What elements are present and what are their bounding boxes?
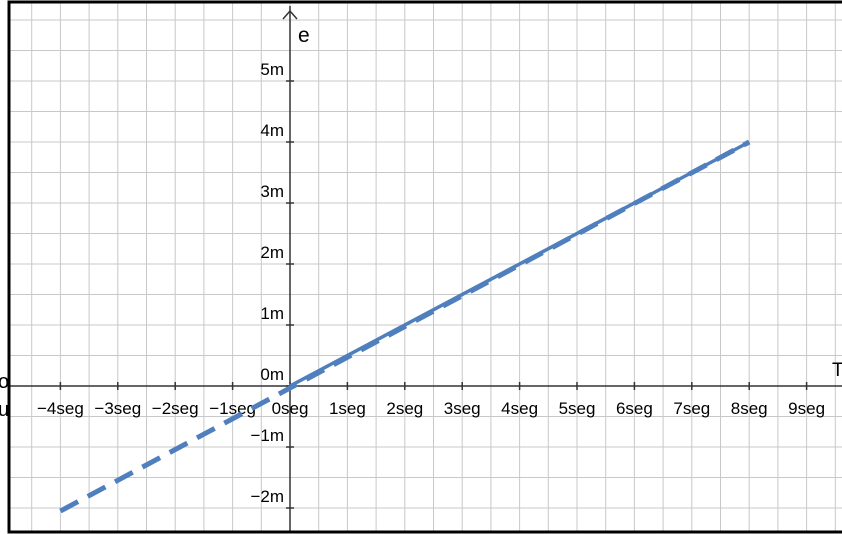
x-tick-label: 5seg: [559, 399, 596, 418]
x-tick-label: 9seg: [788, 399, 825, 418]
plot-frame: [7, 0, 842, 534]
dashed-series-line: [59, 139, 751, 514]
x-tick-label: 7seg: [673, 399, 710, 418]
y-tick-label: 4m: [260, 121, 284, 140]
x-tick-label: 2seg: [386, 399, 423, 418]
x-tick-label: 3seg: [444, 399, 481, 418]
y-tick-label: 0m: [260, 365, 284, 384]
grid: [10, 3, 842, 532]
x-axis-label: T: [832, 360, 842, 381]
x-tick-label: 4seg: [501, 399, 538, 418]
x-tick-label: −2seg: [152, 399, 199, 418]
y-axis-label: e: [298, 24, 310, 47]
cutoff-text-o: o: [0, 371, 10, 393]
x-tick-label: 8seg: [731, 399, 768, 418]
axes: [10, 6, 842, 532]
x-tick-label: −3seg: [94, 399, 141, 418]
x-tick-label: −1seg: [209, 399, 256, 418]
x-tick-label: 1seg: [329, 399, 366, 418]
y-axis-arrow: [282, 9, 298, 20]
series-lines: [59, 139, 751, 514]
y-tick-label: −1m: [250, 426, 284, 445]
y-tick-label: 1m: [260, 304, 284, 323]
y-tick-label: −2m: [250, 487, 284, 506]
x-tick-label: 6seg: [616, 399, 653, 418]
y-tick-label: 2m: [260, 243, 284, 262]
x-tick-label: 0seg: [272, 399, 309, 418]
y-tick-label: 5m: [260, 60, 284, 79]
tick-labels: −4seg −3seg −2seg −1seg 0seg 1seg 2seg 3seg 4seg…: [37, 24, 842, 506]
y-tick-label: 3m: [260, 182, 284, 201]
x-tick-label: −4seg: [37, 399, 84, 418]
cutoff-text-u: u: [0, 399, 10, 421]
